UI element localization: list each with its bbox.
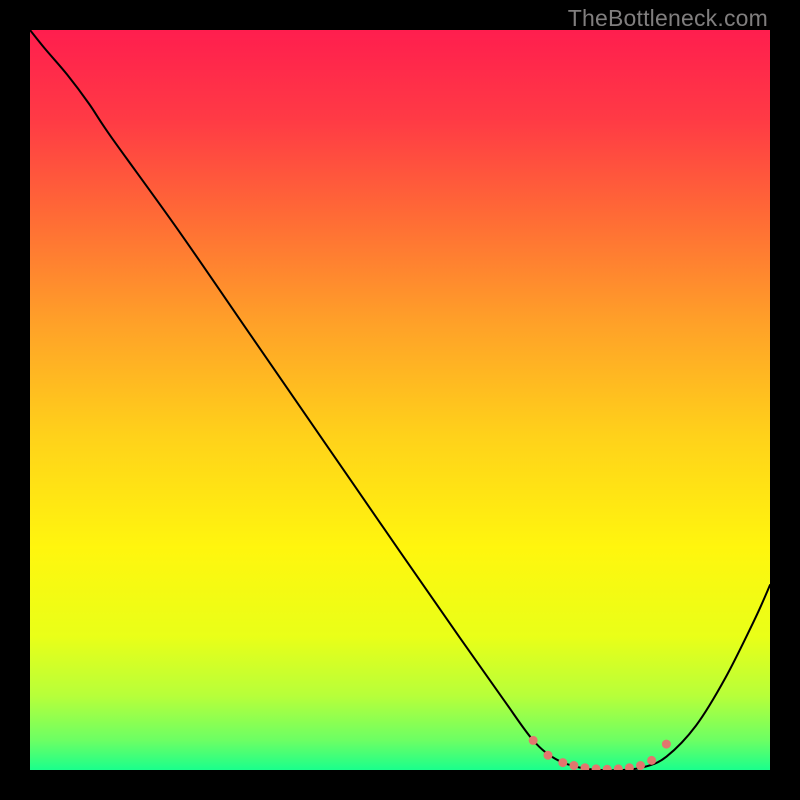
bottleneck-curve xyxy=(30,30,770,770)
watermark-text: TheBottleneck.com xyxy=(568,5,768,32)
chart-stage: TheBottleneck.com xyxy=(0,0,800,800)
plot-area xyxy=(30,30,770,770)
